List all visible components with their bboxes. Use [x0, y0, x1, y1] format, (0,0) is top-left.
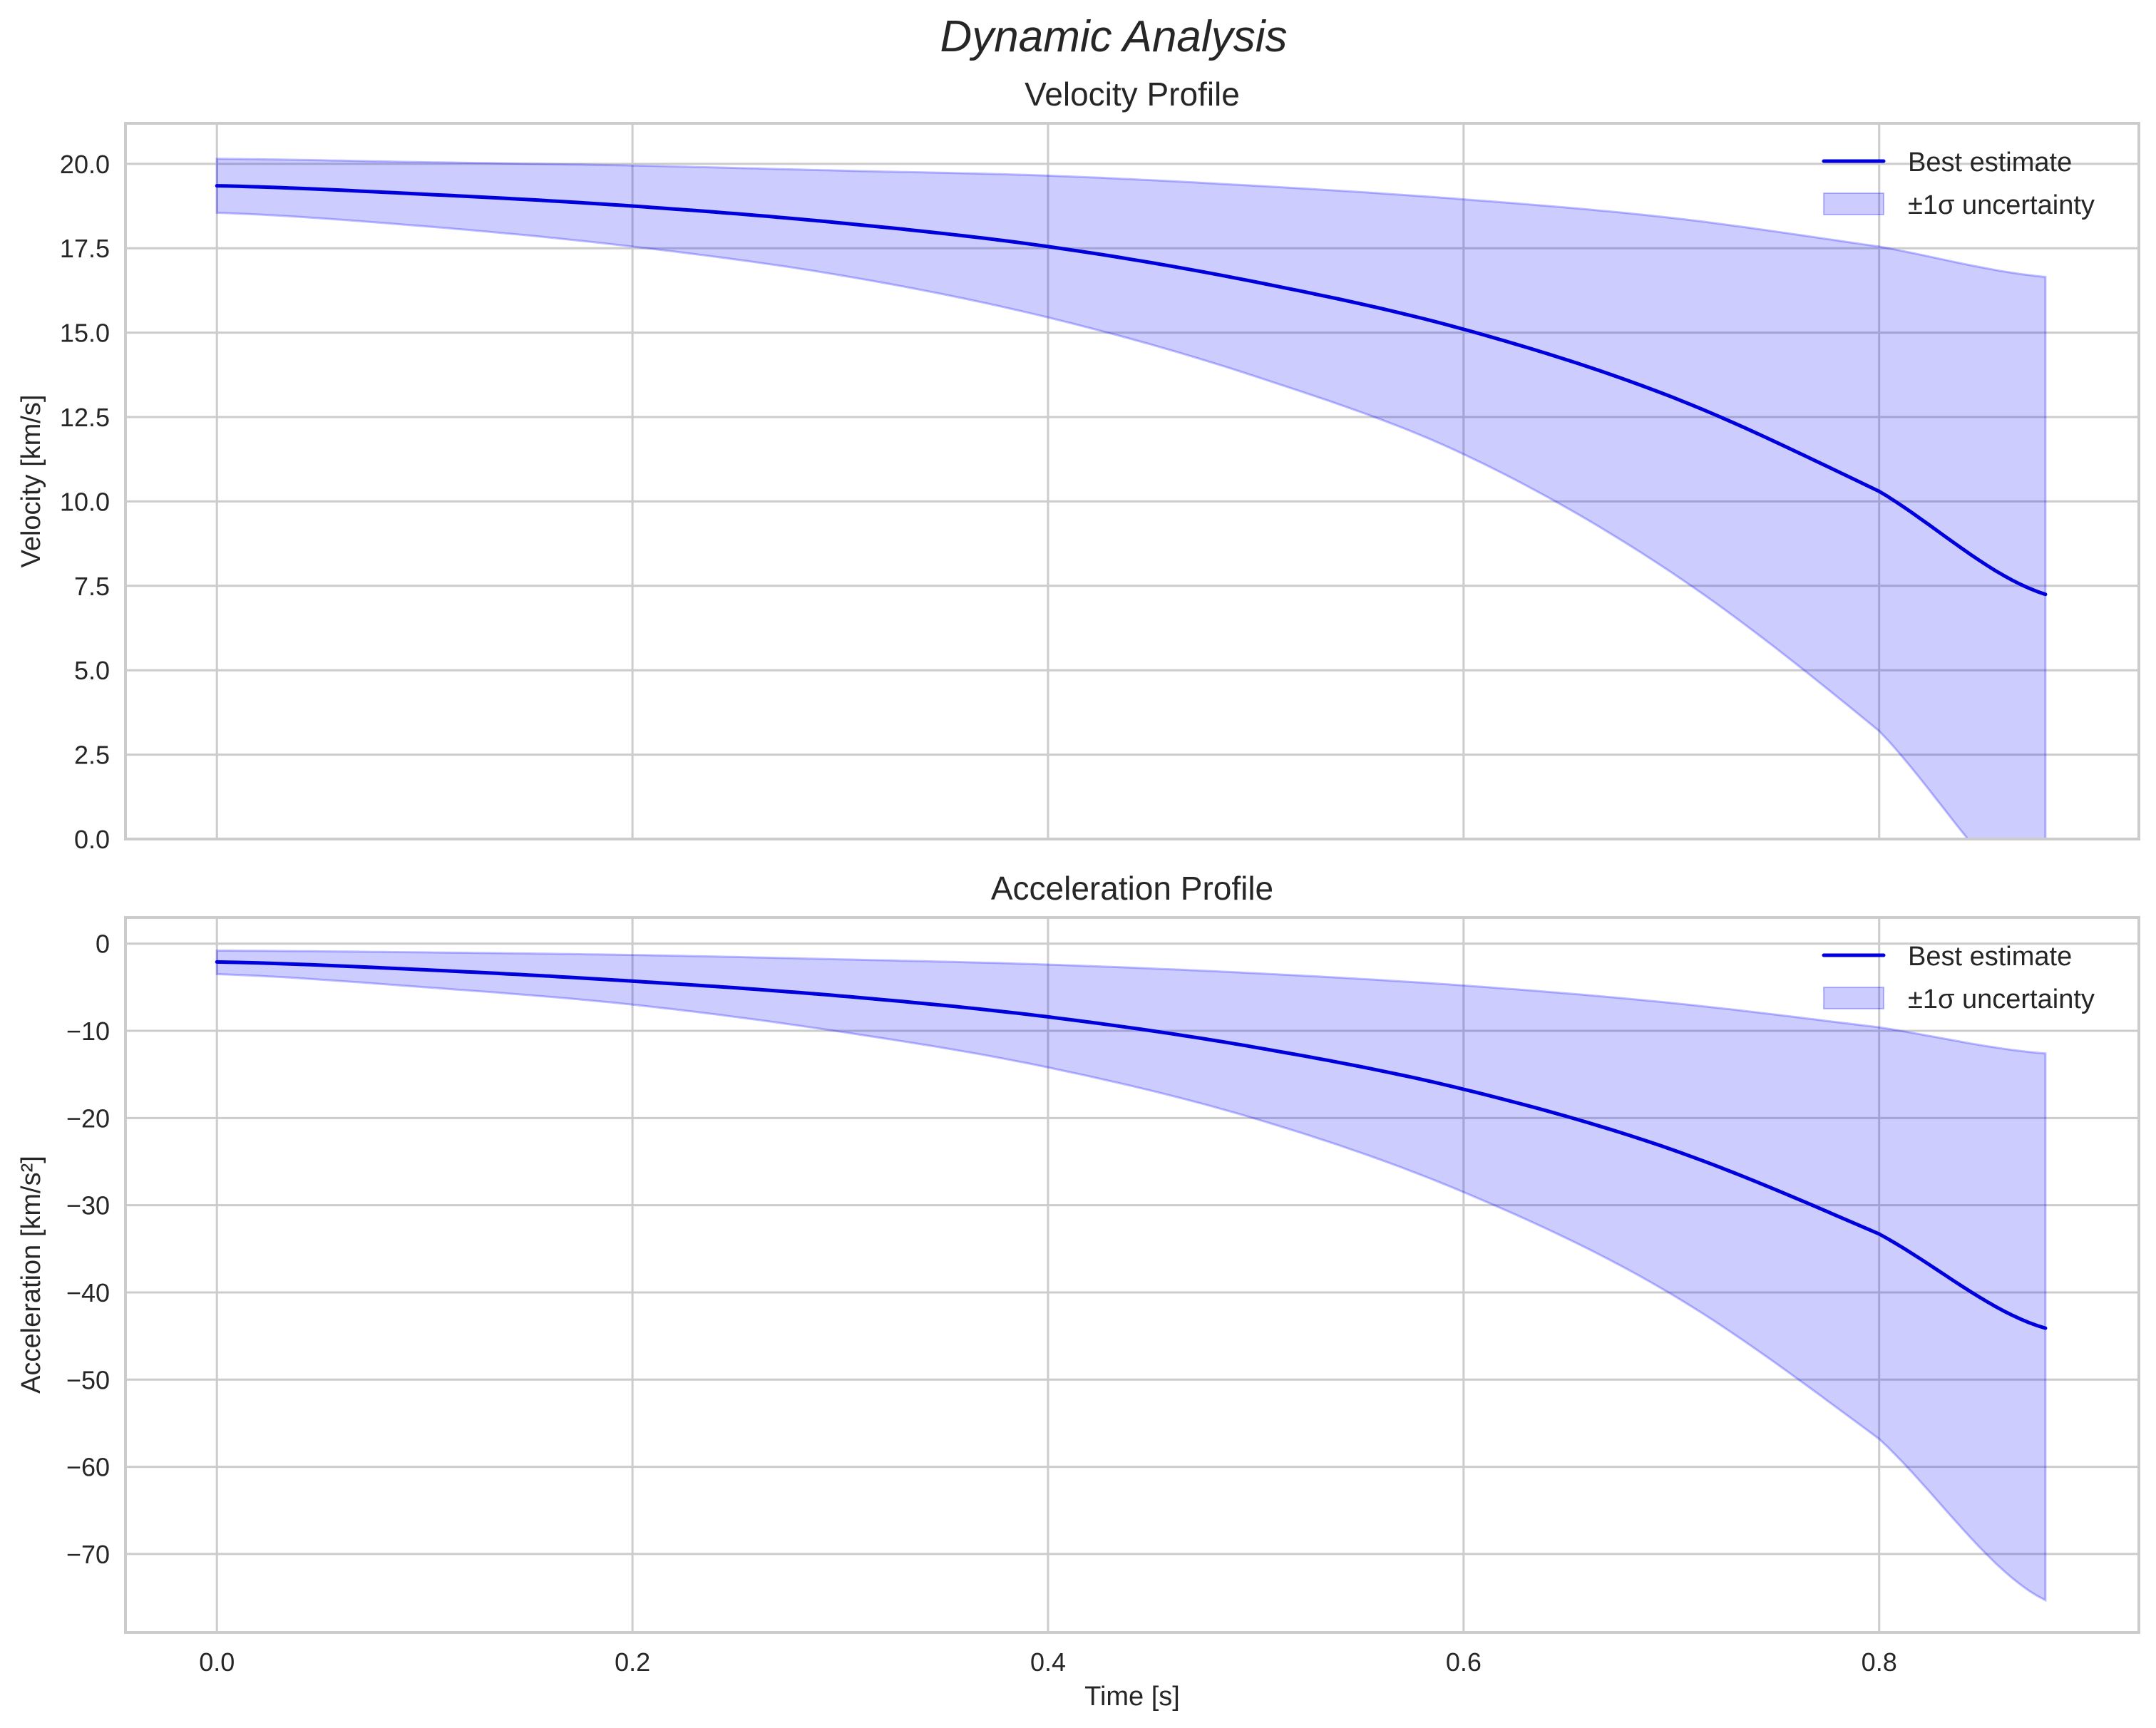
y-tick-label: −10	[66, 1017, 110, 1046]
acceleration-legend: Best estimate ±1σ uncertainty	[1822, 942, 2095, 1014]
x-tick-label: 0.0	[199, 1647, 235, 1677]
velocity-uncertainty-band	[215, 158, 2047, 839]
velocity-panel: Velocity Profile 0.0 2.5 5.0 7.5 10.0 12.5 15.…	[16, 76, 2140, 854]
y-tick-label: 7.5	[74, 572, 110, 601]
y-tick-label: 5.0	[74, 656, 110, 685]
y-tick-label: −60	[66, 1453, 110, 1482]
acceleration-best-estimate-line	[215, 960, 2048, 1330]
acceleration-grid	[125, 917, 2139, 1632]
uncertainty-band-area	[215, 950, 2047, 1603]
x-tick-label: 0.4	[1030, 1647, 1066, 1677]
y-tick-label: −50	[66, 1365, 110, 1394]
acceleration-title: Acceleration Profile	[991, 870, 1273, 907]
legend-line-label: Best estimate	[1908, 148, 2072, 178]
x-tick-label: 0.8	[1862, 1647, 1897, 1677]
y-tick-label: −40	[66, 1278, 110, 1307]
acceleration-y-label: Acceleration [km/s²]	[16, 1156, 46, 1394]
x-tick-label: 0.2	[615, 1647, 650, 1677]
acceleration-uncertainty-band	[215, 950, 2047, 1603]
x-tick-label: 0.6	[1446, 1647, 1482, 1677]
legend-band-swatch	[1823, 987, 1884, 1009]
velocity-title: Velocity Profile	[1025, 76, 1240, 113]
y-tick-label: 17.5	[60, 234, 110, 263]
y-tick-label: 0	[96, 930, 110, 959]
velocity-y-ticks: 0.0 2.5 5.0 7.5 10.0 12.5 15.0 17.5 20.0	[60, 150, 110, 854]
y-tick-label: −30	[66, 1191, 110, 1220]
time-x-ticks: 0.0 0.2 0.4 0.6 0.8	[199, 1647, 1897, 1677]
y-tick-label: −20	[66, 1104, 110, 1133]
velocity-axes-frame	[124, 122, 2140, 840]
y-tick-label: 15.0	[60, 319, 110, 348]
y-tick-label: 20.0	[60, 150, 110, 179]
y-tick-label: 12.5	[60, 403, 110, 432]
acceleration-panel: Acceleration Profile 0 −10 −20 −30 −40 −50 −60…	[16, 870, 2140, 1677]
velocity-legend: Best estimate ±1σ uncertainty	[1822, 148, 2095, 220]
velocity-grid	[125, 123, 2139, 840]
best-estimate-path	[215, 184, 2048, 597]
acceleration-y-ticks: 0 −10 −20 −30 −40 −50 −60 −70	[66, 930, 110, 1569]
y-tick-label: −70	[66, 1540, 110, 1569]
legend-band-label: ±1σ uncertainty	[1908, 984, 2095, 1014]
figure-title: Dynamic Analysis	[940, 12, 1288, 61]
y-tick-label: 10.0	[60, 487, 110, 516]
legend-band-label: ±1σ uncertainty	[1908, 190, 2095, 220]
acceleration-axes-frame	[124, 916, 2140, 1634]
legend-line-label: Best estimate	[1908, 942, 2072, 972]
x-axis-label: Time [s]	[1084, 1682, 1180, 1712]
y-tick-label: 0.0	[74, 825, 110, 854]
legend-band-swatch	[1823, 192, 1884, 215]
velocity-best-estimate-line	[215, 184, 2048, 597]
y-tick-label: 2.5	[74, 741, 110, 770]
best-estimate-path	[215, 960, 2048, 1330]
velocity-y-label: Velocity [km/s]	[16, 395, 46, 568]
uncertainty-band-area	[215, 158, 2047, 839]
